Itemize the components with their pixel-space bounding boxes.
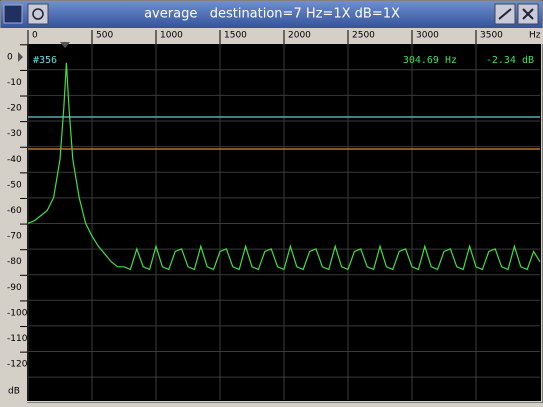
x-ruler: [0, 28, 543, 44]
y-tick-label: -70: [7, 232, 22, 242]
menu-icon: [32, 8, 44, 20]
x-tick-label: 3500: [480, 31, 503, 41]
x-tick-label: 500: [96, 31, 113, 41]
x-tick-label: 3000: [416, 31, 439, 41]
x-tick-label: 1000: [160, 31, 183, 41]
x-cursor-marker: [60, 42, 70, 48]
y-tick-label: -110: [7, 334, 28, 344]
y-ruler: [0, 44, 27, 403]
y-tick-label: -80: [7, 257, 22, 267]
y-tick-label: -90: [7, 283, 22, 293]
x-tick-label: 1500: [224, 31, 247, 41]
y-tick-label: -60: [7, 206, 22, 216]
y-tick-label: -40: [7, 155, 22, 165]
y-tick-label: -120: [7, 360, 28, 370]
y-tick-label: -10: [7, 78, 22, 88]
close-icon: [522, 8, 534, 20]
title-bar: [1, 1, 542, 28]
y-tick-label: -30: [7, 129, 22, 139]
y-tick-label: -100: [7, 308, 28, 318]
x-tick-label: 0: [32, 31, 38, 41]
y-tick-label: -20: [7, 104, 22, 114]
y-unit: dB: [8, 387, 20, 397]
x-tick-label: 2000: [288, 31, 311, 41]
readout-level: -2.34 dB: [486, 55, 534, 66]
readout-index: #356: [33, 55, 57, 66]
minimize-icon: [498, 8, 512, 20]
x-unit: Hz: [529, 31, 541, 41]
x-tick-label: 2500: [352, 31, 375, 41]
app-icon[interactable]: [3, 4, 23, 24]
readout-frequency: 304.69 Hz: [403, 55, 457, 66]
y-cursor-marker: [18, 52, 23, 62]
window-title: average destination=7 Hz=1X dB=1X: [144, 7, 400, 22]
y-tick-label: -50: [7, 180, 22, 190]
series-line: [27, 62, 541, 271]
menu-button[interactable]: [27, 3, 49, 25]
y-tick-label: 0: [7, 52, 13, 62]
